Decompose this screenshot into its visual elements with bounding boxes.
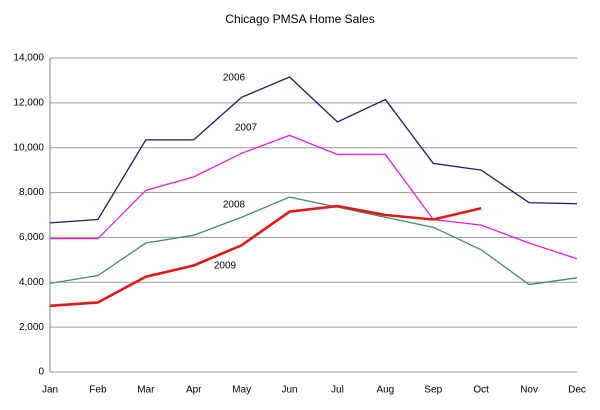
y-tick-label: 4,000 (19, 277, 44, 288)
x-tick-label: Jun (281, 385, 297, 396)
y-tick-label: 10,000 (13, 142, 44, 153)
y-tick-label: 14,000 (13, 53, 44, 64)
series-label: 2006 (223, 73, 246, 84)
x-tick-label: Dec (568, 385, 586, 396)
y-tick-label: 8,000 (19, 187, 44, 198)
x-tick-label: Apr (186, 385, 202, 396)
x-tick-label: May (232, 385, 251, 396)
series-line (49, 204, 482, 308)
x-tick-label: Nov (520, 385, 538, 396)
x-tick-label: Aug (376, 385, 394, 396)
chart-title: Chicago PMSA Home Sales (225, 12, 374, 26)
series-line (49, 196, 578, 286)
series-label: 2007 (235, 123, 258, 134)
x-tick-label: Oct (473, 385, 489, 396)
series-label: 2009 (214, 261, 237, 272)
x-tick-label: Mar (137, 385, 155, 396)
y-tick-label: 0 (38, 367, 44, 378)
x-tick-label: Jul (331, 385, 344, 396)
series-label: 2008 (223, 200, 246, 211)
y-tick-label: 12,000 (13, 97, 44, 108)
series-line (49, 76, 578, 224)
y-tick-label: 6,000 (19, 232, 44, 243)
x-tick-label: Jan (42, 385, 58, 396)
x-tick-label: Sep (424, 385, 442, 396)
series-line (50, 134, 578, 260)
y-tick-label: 2,000 (19, 322, 44, 333)
x-tick-label: Feb (89, 385, 107, 396)
